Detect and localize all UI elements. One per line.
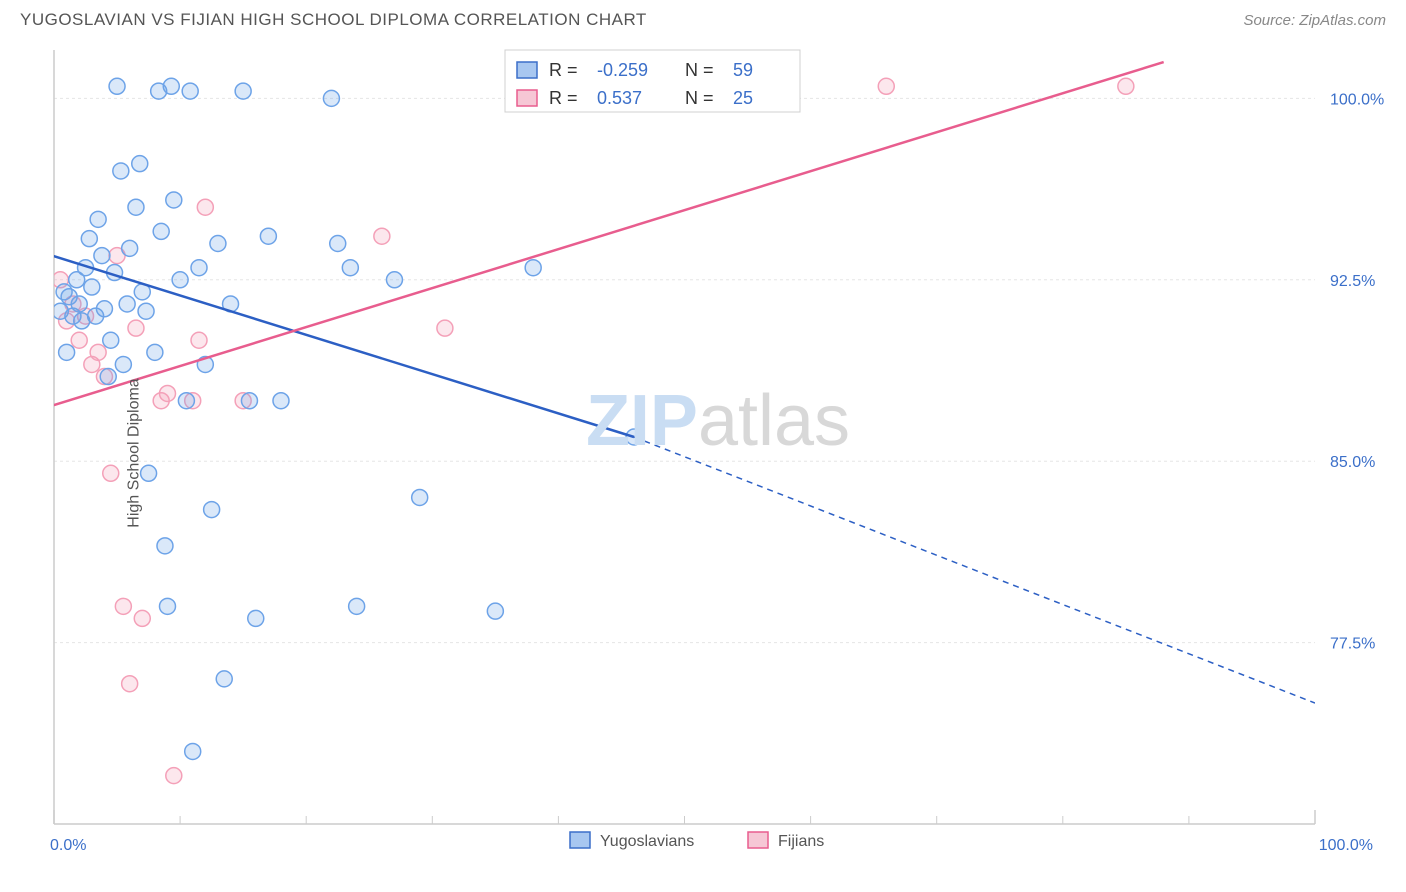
svg-text:100.0%: 100.0% <box>1330 91 1384 108</box>
svg-text:25: 25 <box>733 88 753 108</box>
svg-text:R =: R = <box>549 88 578 108</box>
svg-text:100.0%: 100.0% <box>1319 837 1373 854</box>
svg-text:0.0%: 0.0% <box>50 837 86 854</box>
svg-text:59: 59 <box>733 60 753 80</box>
chart-container: High School Diploma 77.5% 85.0% 92.5% 100.0… <box>50 48 1386 858</box>
svg-text:92.5%: 92.5% <box>1330 273 1375 290</box>
scatter-chart: 77.5% 85.0% 92.5% 100.0% 0.0% 100.0% R = -0.259… <box>50 48 1386 858</box>
svg-text:77.5%: 77.5% <box>1330 636 1375 653</box>
svg-text:N =: N = <box>685 88 714 108</box>
y-axis-label: High School Diploma <box>126 378 144 527</box>
svg-text:Fijians: Fijians <box>778 833 824 850</box>
svg-text:R =: R = <box>549 60 578 80</box>
svg-text:0.537: 0.537 <box>597 88 642 108</box>
source-label: Source: ZipAtlas.com <box>1243 12 1386 29</box>
svg-text:Yugoslavians: Yugoslavians <box>600 833 694 850</box>
svg-text:85.0%: 85.0% <box>1330 454 1375 471</box>
chart-title: YUGOSLAVIAN VS FIJIAN HIGH SCHOOL DIPLOM… <box>20 10 647 30</box>
svg-text:N =: N = <box>685 60 714 80</box>
svg-text:-0.259: -0.259 <box>597 60 648 80</box>
